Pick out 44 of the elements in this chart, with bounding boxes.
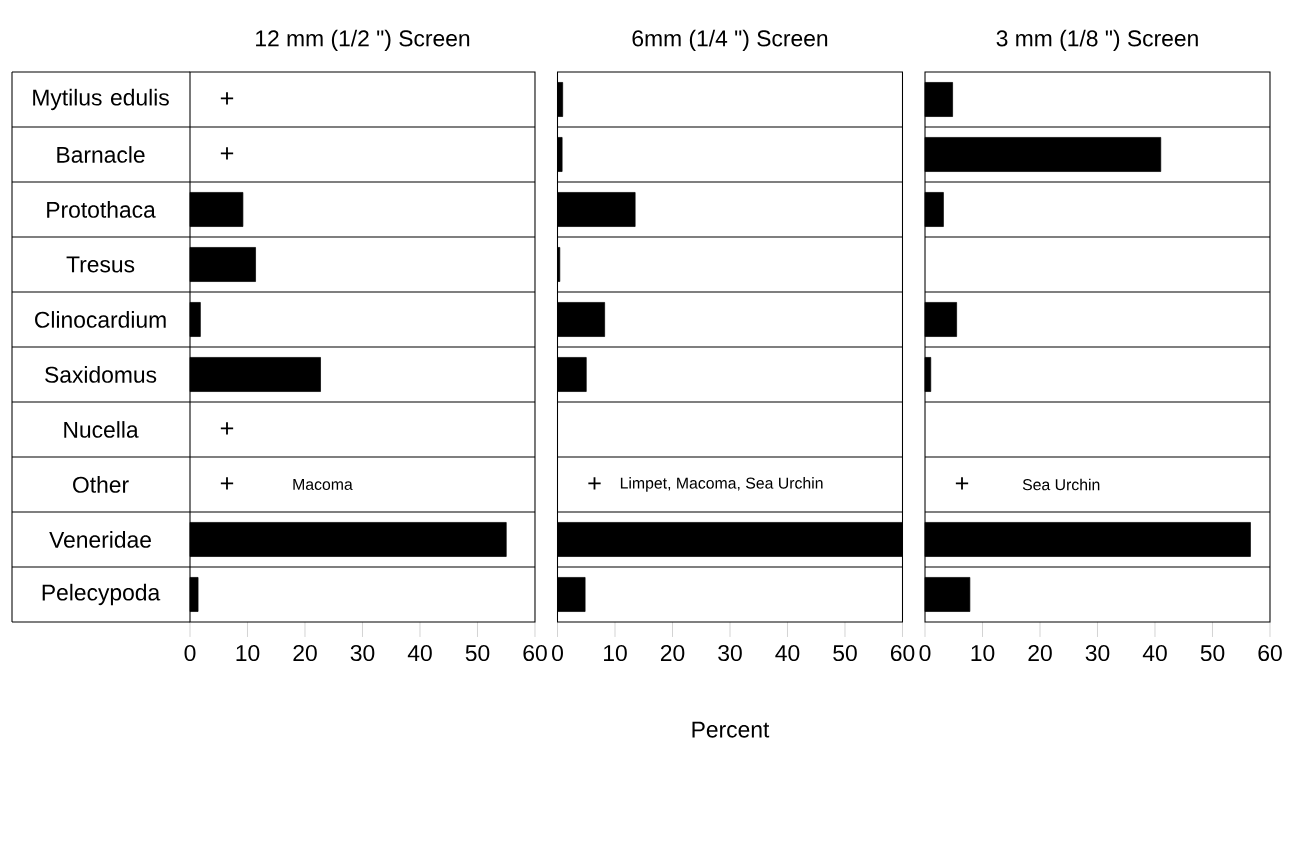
y-tick-label: Veneridae: [49, 531, 151, 548]
y-tick-label: Mytilus edulis: [33, 88, 169, 111]
x-tick-label: 10: [236, 644, 260, 662]
text: +: [220, 422, 234, 435]
x-tick-label: 50: [833, 644, 857, 662]
x-tick-label: 50: [1200, 644, 1225, 662]
x-tick-label: 10: [604, 644, 627, 662]
x-tick-label: 40: [1142, 644, 1167, 662]
y-tick-label: Tresus: [66, 256, 135, 273]
y-tick-label: Protothaca: [47, 201, 156, 218]
text: +: [220, 477, 234, 490]
y-tick-label: Other: [73, 476, 129, 493]
annotation: Sea Urchin: [1022, 478, 1100, 491]
y-tick-label: Barnacle: [57, 146, 145, 163]
x-tick-label: 60: [1258, 644, 1282, 662]
x-tick-label: 0: [919, 644, 931, 662]
x-axis-title: Percent: [692, 721, 770, 738]
x-tick-label: 60: [890, 644, 915, 662]
x-tick-label: 0: [184, 644, 196, 662]
x-tick-label: 40: [775, 644, 800, 662]
text: +: [220, 147, 234, 160]
x-tick-label: 40: [407, 644, 432, 662]
text: +: [588, 477, 601, 490]
chart-title: 12 mm (1/2 ") Screen: [256, 29, 470, 51]
x-tick-label: 50: [465, 644, 490, 662]
x-tick-label: 20: [1028, 644, 1052, 662]
text: +: [220, 92, 234, 105]
y-tick-label: Pelecypoda: [42, 583, 161, 606]
y-tick-label: Clinocardium: [35, 311, 166, 328]
x-tick-label: 60: [523, 644, 547, 662]
x-tick-label: 10: [971, 644, 995, 662]
chart-title: 3 mm (1/8 ") Screen: [996, 29, 1198, 51]
chart-title: 6mm (1/4 ") Screen: [632, 29, 828, 51]
x-tick-label: 20: [660, 644, 685, 662]
text: +: [955, 477, 969, 490]
annotation: Macoma: [293, 478, 353, 491]
x-tick-label: 30: [1085, 644, 1110, 662]
x-tick-label: 20: [293, 644, 317, 662]
x-tick-label: 30: [718, 644, 742, 662]
annotation: Limpet, Macoma, Sea Urchin: [620, 477, 823, 492]
y-tick-label: Nucella: [64, 421, 139, 438]
y-tick-label: Saxidomus: [45, 366, 157, 383]
x-tick-label: 30: [350, 644, 375, 662]
x-tick-label: 0: [552, 644, 563, 662]
